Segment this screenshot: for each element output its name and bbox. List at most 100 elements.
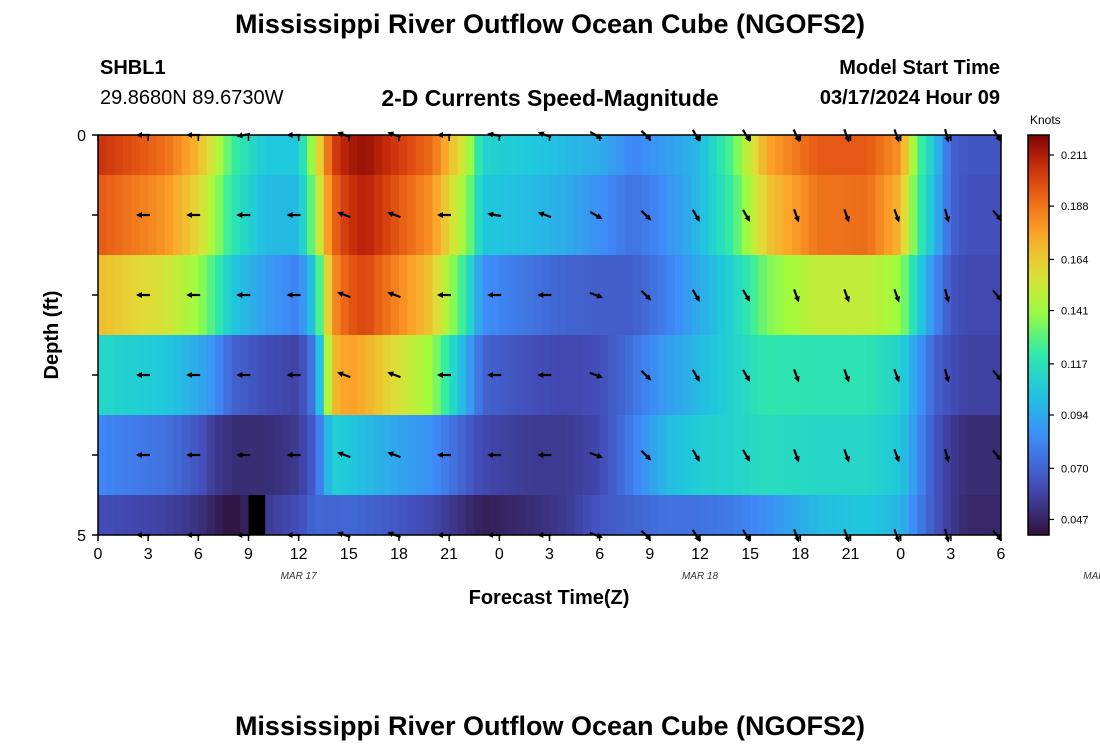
heatmap-cell [758,135,768,176]
heatmap-cell [817,135,827,176]
current-vector [843,369,850,383]
heatmap-cell [725,175,735,256]
heatmap-cell [984,415,994,496]
heatmap-cell [256,175,266,256]
heatmap-cell [624,175,634,256]
heatmap-cell [298,175,308,256]
heatmap-cell [574,175,584,256]
heatmap-cell [348,495,358,535]
heatmap-cell [750,495,760,535]
heatmap-cell [934,415,944,496]
heatmap-cell [215,495,225,535]
heatmap-cell [825,415,835,496]
x-tick-label: 0 [94,546,103,563]
heatmap-cell [248,415,258,496]
heatmap-cell [766,415,776,496]
heatmap-cell [240,135,250,176]
current-vector [589,291,603,299]
heatmap-cell [959,255,969,336]
heatmap-cell [800,135,810,176]
heatmap-cell [725,335,735,416]
heatmap-cell [215,175,225,256]
colorbar-tick-label: 0.188 [1061,201,1089,213]
colorbar-tick-label: 0.047 [1061,514,1089,526]
heatmap-cell [156,335,166,416]
heatmap-cell [373,495,383,535]
heatmap-cell [399,335,408,416]
current-vector [893,289,900,303]
heatmap-cell [281,135,291,176]
heatmap-cell [574,135,584,176]
heatmap-cell [883,415,893,496]
heatmap-cell [708,495,718,535]
current-vector [691,529,700,542]
current-vector [893,129,900,143]
heatmap-cell [917,175,927,256]
x-tick-label: 3 [545,546,554,563]
current-vector [337,451,351,459]
heatmap-cell [934,135,944,176]
current-vector [742,369,750,382]
heatmap-cell [666,335,676,416]
heatmap-cell [407,495,417,535]
heatmap-cell [783,335,793,416]
heatmap-cell [967,415,977,496]
heatmap-cell [549,335,559,416]
heatmap-cell [599,175,609,256]
heatmap-cell [633,415,643,496]
heatmap-cell [616,175,626,256]
heatmap-cell [557,335,567,416]
heatmap-cell [858,135,868,176]
heatmap-cell [825,495,835,535]
current-vector [640,130,652,141]
heatmap-cell [883,255,893,336]
heatmap-cell [173,255,183,336]
heatmap-cell [917,495,927,535]
heatmap-cell [975,255,985,336]
current-vector [691,289,700,302]
heatmap-cell [424,415,434,496]
heatmap-cell [298,335,308,416]
heatmap-cell [867,255,877,336]
heatmap-cell [633,255,643,336]
heatmap-cell [783,135,793,176]
heatmap-cell [909,335,918,416]
heatmap-cell [850,135,860,176]
heatmap-cell [909,135,918,176]
heatmap-cell [123,335,133,416]
heatmap-cell [465,135,475,176]
colorbar-tick-label: 0.094 [1061,410,1089,422]
current-vector [337,371,351,379]
heatmap-cell [482,415,492,496]
heatmap-cell [181,135,191,176]
heatmap-cell [608,415,617,496]
heatmap-cell [917,415,927,496]
heatmap-cell [449,335,459,416]
heatmap-cell [298,255,308,336]
current-vector [640,210,652,221]
current-vector [387,211,401,219]
heatmap-cell [825,255,835,336]
heatmap-cells [98,135,1001,535]
heatmap-cell [741,135,751,176]
current-vector [691,209,700,222]
heatmap-cell [382,135,392,176]
model-start-label: Model Start Time [839,57,1000,79]
heatmap-cell [507,135,517,176]
heatmap-cell [649,255,659,336]
heatmap-cell [766,175,776,256]
heatmap-cell [98,255,107,336]
heatmap-cell [700,495,709,535]
heatmap-cell [131,495,141,535]
heatmap-cell [323,415,333,496]
heatmap-cell [357,415,367,496]
heatmap-cell [992,135,1001,176]
heatmap-cell [975,495,985,535]
heatmap-cell [599,415,609,496]
heatmap-cell [775,495,785,535]
heatmap-cell [574,495,584,535]
heatmap-cell [700,255,709,336]
x-tick-label: 15 [340,546,358,563]
heatmap-cell [549,175,559,256]
heatmap-cell [716,495,726,535]
